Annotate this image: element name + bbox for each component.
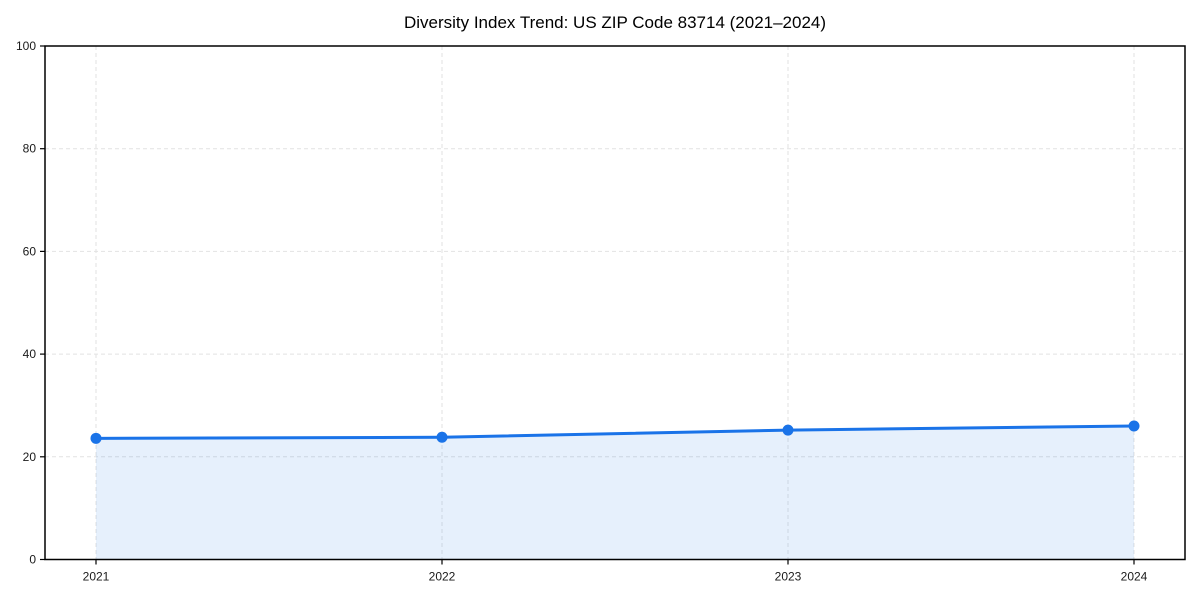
x-tick-label: 2024 [1121, 570, 1148, 584]
x-tick-label: 2023 [775, 570, 802, 584]
chart-title: Diversity Index Trend: US ZIP Code 83714… [403, 13, 827, 32]
data-point-marker [782, 424, 794, 436]
y-tick-label: 0 [29, 553, 36, 567]
data-point-marker [1128, 420, 1140, 432]
y-tick-label: 100 [16, 39, 36, 53]
x-tick-label: 2022 [429, 570, 456, 584]
series-line [94, 424, 1136, 440]
data-point-marker [90, 432, 102, 444]
y-tick-label: 60 [23, 244, 37, 258]
series-area-fill [96, 425, 1134, 560]
x-tick-label: 2021 [83, 570, 110, 584]
data-point-marker [436, 431, 448, 443]
y-tick-label: 20 [23, 450, 37, 464]
y-tick-label: 80 [23, 142, 37, 156]
plot-border [44, 45, 1186, 561]
y-tick-label: 40 [23, 347, 37, 361]
